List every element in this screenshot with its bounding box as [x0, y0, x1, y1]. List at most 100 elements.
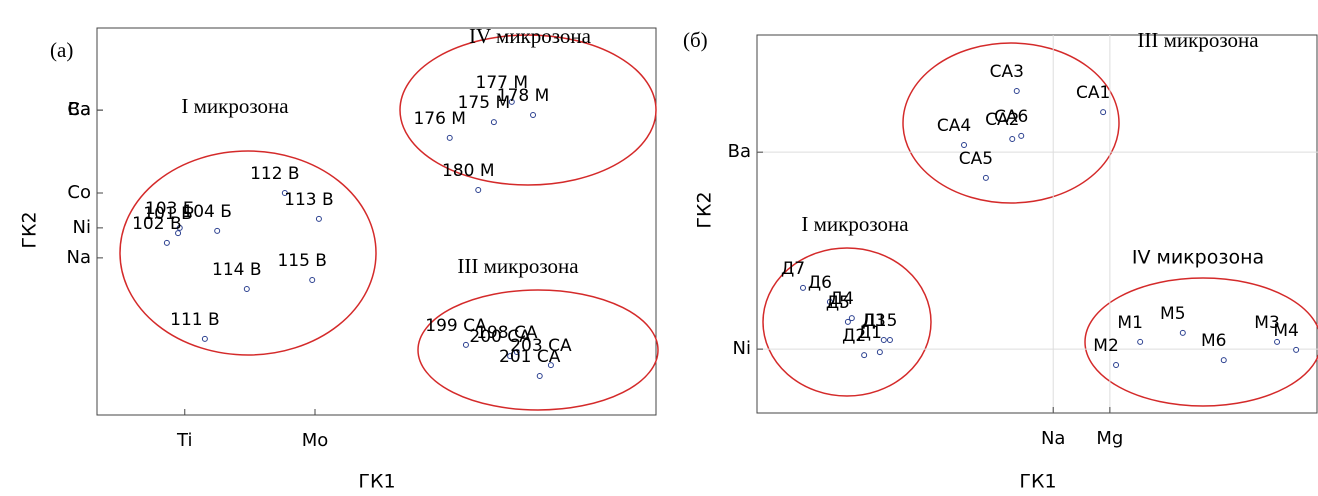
- point: [530, 112, 537, 118]
- x-tick-label: Mo: [302, 430, 329, 451]
- point-label: 175 M: [458, 93, 511, 113]
- zone-ellipse: [902, 42, 1120, 204]
- point: [1220, 357, 1227, 364]
- point-label: CA3: [990, 62, 1024, 82]
- point-label: 200 CA: [469, 327, 531, 347]
- x-axis-title: ГК1: [358, 471, 395, 493]
- point: [1274, 338, 1281, 345]
- point: [214, 227, 221, 234]
- point: [508, 98, 515, 105]
- point-label: 201 CA: [499, 347, 561, 367]
- point-label: Д3: [862, 311, 886, 331]
- point: [446, 134, 453, 141]
- zone-ellipse: [399, 34, 657, 186]
- point-label: M4: [1273, 321, 1298, 341]
- plot-frame: [96, 27, 657, 416]
- point-label: M2: [1093, 336, 1118, 356]
- point-label: 111 B: [170, 310, 220, 330]
- point-label: 177 M: [476, 73, 529, 93]
- point: [490, 119, 497, 126]
- point-label: 180 M: [442, 161, 495, 181]
- y-tick-label: Ca: [67, 99, 91, 120]
- point: [982, 174, 989, 181]
- point-label: 199 CA: [425, 316, 487, 336]
- zone-ellipse: [1084, 277, 1318, 407]
- point-label: 103 Б: [145, 199, 195, 219]
- point-label: Д1: [858, 323, 882, 343]
- point-label: 203 CA: [510, 336, 572, 356]
- y-tick-label: Ba: [68, 99, 91, 120]
- y-tick-label: Ni: [733, 338, 751, 359]
- annotation: I микрозона: [181, 94, 289, 118]
- annotation: I микрозона: [801, 212, 909, 236]
- point: [315, 215, 322, 222]
- x-tick-label: Ti: [176, 430, 192, 451]
- point: [876, 349, 883, 356]
- point: [1009, 135, 1016, 142]
- y-axis-title: ГК2: [19, 211, 41, 248]
- point-label: 114 B: [212, 260, 262, 280]
- point-label: 104 Б: [182, 202, 232, 222]
- point: [513, 349, 520, 355]
- point: [1137, 338, 1144, 345]
- point: [1100, 109, 1107, 116]
- point-label: 102 B: [132, 214, 182, 234]
- point-label: Д4: [830, 289, 854, 309]
- point: [886, 337, 893, 344]
- zone-ellipse: [417, 289, 659, 411]
- zone-ellipse: [119, 150, 377, 356]
- x-tick-label: Na: [1041, 428, 1066, 449]
- point: [961, 141, 968, 148]
- point-label: 112 B: [250, 164, 300, 184]
- point: [163, 239, 170, 246]
- point: [243, 286, 250, 292]
- point: [547, 362, 554, 369]
- point: [826, 298, 833, 305]
- point-label: CA4: [937, 116, 971, 136]
- point-label: CA1: [1076, 83, 1110, 103]
- point-label: 176 M: [413, 109, 466, 129]
- point-label: CA2: [985, 110, 1019, 130]
- annotation: IV микрозона: [1132, 247, 1264, 269]
- point: [462, 341, 469, 348]
- point: [1113, 361, 1120, 368]
- annotation: III микрозона: [1137, 28, 1259, 52]
- annotation: IV микрозона: [469, 24, 592, 48]
- y-axis-title: ГК2: [694, 191, 716, 228]
- point: [861, 352, 868, 359]
- point: [1018, 132, 1025, 139]
- panel-label: (a): [50, 38, 73, 62]
- point: [201, 335, 208, 342]
- point-label: Д15: [862, 311, 897, 331]
- point: [880, 337, 887, 344]
- point: [507, 353, 514, 360]
- annotation: III микрозона: [457, 254, 579, 278]
- point: [800, 284, 807, 291]
- point: [176, 224, 183, 231]
- point-label: Д5: [826, 293, 850, 313]
- point-label: CA5: [959, 149, 993, 169]
- plot-frame: [756, 34, 1318, 414]
- y-tick-label: Na: [67, 247, 92, 268]
- point: [281, 190, 288, 196]
- x-tick-label: Mg: [1096, 428, 1123, 449]
- point-label: Д2: [842, 326, 866, 346]
- zone-ellipse: [762, 247, 932, 397]
- point: [1293, 346, 1300, 353]
- y-tick-label: Co: [67, 182, 91, 203]
- point-label: 178 M: [497, 86, 550, 106]
- point: [536, 373, 543, 379]
- point-label: M1: [1117, 313, 1142, 333]
- point: [1013, 87, 1020, 94]
- point-label: Д7: [781, 259, 805, 279]
- point: [1179, 329, 1186, 336]
- y-tick-label: Ba: [728, 141, 751, 162]
- point: [175, 230, 182, 237]
- point: [844, 318, 851, 325]
- x-axis-title: ГК1: [1019, 471, 1056, 493]
- point-label: M3: [1254, 313, 1279, 333]
- point-label: 115 B: [277, 251, 327, 271]
- point-label: 198 CA: [476, 323, 538, 343]
- point-label: CA6: [994, 107, 1028, 127]
